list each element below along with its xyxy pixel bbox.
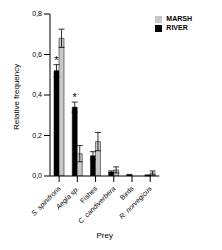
svg-text:0,2: 0,2 xyxy=(32,132,42,139)
svg-text:0,6: 0,6 xyxy=(32,51,42,58)
svg-text:Prey: Prey xyxy=(96,231,112,240)
svg-text:Fishes: Fishes xyxy=(78,184,99,205)
svg-text:C. candiverbera: C. candiverbera xyxy=(77,185,117,225)
svg-text:S. spinifrons: S. spinifrons xyxy=(29,184,62,218)
svg-text:Relative frequency: Relative frequency xyxy=(12,64,21,130)
html-text:RIVER: RIVER xyxy=(166,24,188,31)
svg-text:R. norvegicus: R. norvegicus xyxy=(118,185,154,221)
svg-text:0,4: 0,4 xyxy=(32,91,42,98)
html-text:MARSH: MARSH xyxy=(166,15,192,22)
svg-text:Aegla sp.: Aegla sp. xyxy=(54,185,81,212)
svg-text:*: * xyxy=(73,91,78,103)
svg-text:0,8: 0,8 xyxy=(32,10,42,17)
svg-text:Birds: Birds xyxy=(119,185,136,202)
svg-text:*: * xyxy=(54,54,59,66)
svg-text:0,0: 0,0 xyxy=(32,172,42,179)
